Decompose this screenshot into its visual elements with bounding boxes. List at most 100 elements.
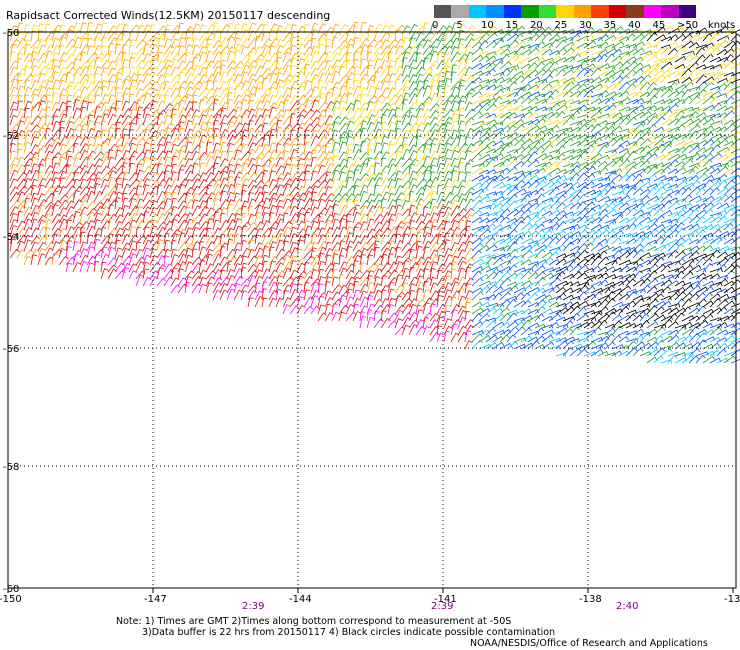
wind-barb: [16, 134, 23, 147]
wind-barb: [233, 213, 241, 224]
wind-barb: [275, 193, 285, 203]
wind-barb: [331, 70, 340, 84]
wind-barb: [625, 291, 637, 301]
wind-barb: [464, 136, 471, 147]
wind-barb: [590, 182, 604, 189]
wind-barb: [604, 201, 616, 210]
wind-barb: [170, 206, 178, 217]
wind-barb: [688, 124, 701, 133]
wind-barb: [373, 46, 384, 56]
wind-barb: [702, 300, 714, 308]
wind-barb: [534, 114, 547, 119]
wind-barb: [261, 169, 269, 182]
wind-barb: [639, 177, 651, 182]
wind-barb: [492, 195, 505, 203]
wind-barb: [702, 159, 713, 168]
wind-barb: [142, 165, 152, 175]
wind-barb: [380, 32, 390, 42]
wind-barb: [653, 133, 665, 140]
wind-barb: [513, 45, 526, 56]
wind-barb: [324, 151, 333, 161]
wind-barb: [576, 29, 589, 35]
wind-barb: [457, 171, 464, 182]
wind-barb: [219, 45, 230, 56]
wind-barb: [226, 150, 233, 161]
wind-barb: [184, 206, 191, 217]
wind-barb: [177, 144, 188, 154]
wind-barb: [261, 114, 271, 126]
wind-barb: [37, 163, 45, 175]
wind-barb: [520, 202, 532, 210]
wind-barb: [352, 185, 360, 196]
wind-barb: [247, 127, 256, 140]
wind-barb: [219, 107, 227, 119]
wind-barb: [688, 30, 701, 35]
wind-barb: [261, 59, 271, 70]
wind-barb: [562, 316, 576, 322]
wind-barb: [646, 163, 658, 169]
wind-barb: [667, 79, 680, 84]
wind-barb: [107, 42, 114, 56]
wind-barb: [289, 197, 298, 210]
wind-barb: [674, 146, 687, 154]
wind-barb: [695, 209, 708, 217]
wind-barb: [646, 141, 658, 147]
wind-barb: [660, 260, 673, 266]
wind-barb: [506, 166, 518, 175]
wind-barb: [44, 23, 51, 35]
wind-barb: [436, 51, 444, 63]
wind-barb: [156, 163, 163, 175]
wind-barb: [352, 303, 359, 315]
wind-barb: [184, 29, 192, 42]
wind-barb: [79, 149, 89, 161]
wind-barb: [443, 275, 452, 287]
wind-barb: [527, 336, 539, 343]
wind-barb: [632, 341, 645, 350]
wind-barb: [338, 240, 346, 252]
wind-barb: [338, 23, 349, 35]
wind-barb: [401, 148, 411, 161]
wind-barb: [114, 149, 122, 161]
wind-barb: [625, 222, 637, 231]
wind-barb: [660, 57, 672, 63]
wind-barb: [520, 83, 532, 91]
wind-barb: [576, 300, 589, 308]
wind-barb: [499, 321, 510, 329]
wind-barb: [562, 225, 576, 231]
wind-barb: [583, 302, 597, 308]
wind-barb: [359, 162, 368, 175]
wind-barb: [394, 120, 402, 133]
wind-barb: [268, 134, 275, 147]
wind-barb: [107, 204, 115, 217]
wind-barb: [485, 156, 499, 161]
wind-barb: [268, 122, 279, 133]
wind-barb: [723, 335, 735, 343]
wind-barb: [429, 249, 439, 259]
wind-barb: [366, 121, 375, 133]
wind-barb: [415, 178, 427, 189]
wind-barb: [317, 33, 327, 42]
wind-barb: [380, 317, 391, 329]
wind-barb: [709, 162, 722, 168]
wind-barb: [660, 286, 671, 294]
wind-barb: [583, 68, 594, 77]
wind-barb: [212, 149, 220, 161]
wind-barb: [128, 219, 137, 231]
wind-barb: [653, 34, 666, 42]
wind-barb: [695, 305, 707, 315]
wind-barb: [51, 87, 59, 98]
x-tick-label: -150: [0, 594, 22, 605]
wind-barb: [324, 142, 331, 154]
wind-barb: [156, 190, 166, 203]
wind-barb: [51, 204, 59, 217]
wind-barb: [268, 221, 279, 231]
wind-barb: [268, 297, 277, 308]
wind-barb: [30, 136, 39, 147]
wind-barb: [366, 254, 373, 266]
legend-swatch: [626, 5, 645, 18]
wind-barb: [170, 213, 181, 224]
wind-barb: [338, 261, 348, 273]
wind-barb: [618, 128, 630, 134]
wind-barb: [422, 240, 432, 252]
wind-barb: [436, 117, 446, 126]
